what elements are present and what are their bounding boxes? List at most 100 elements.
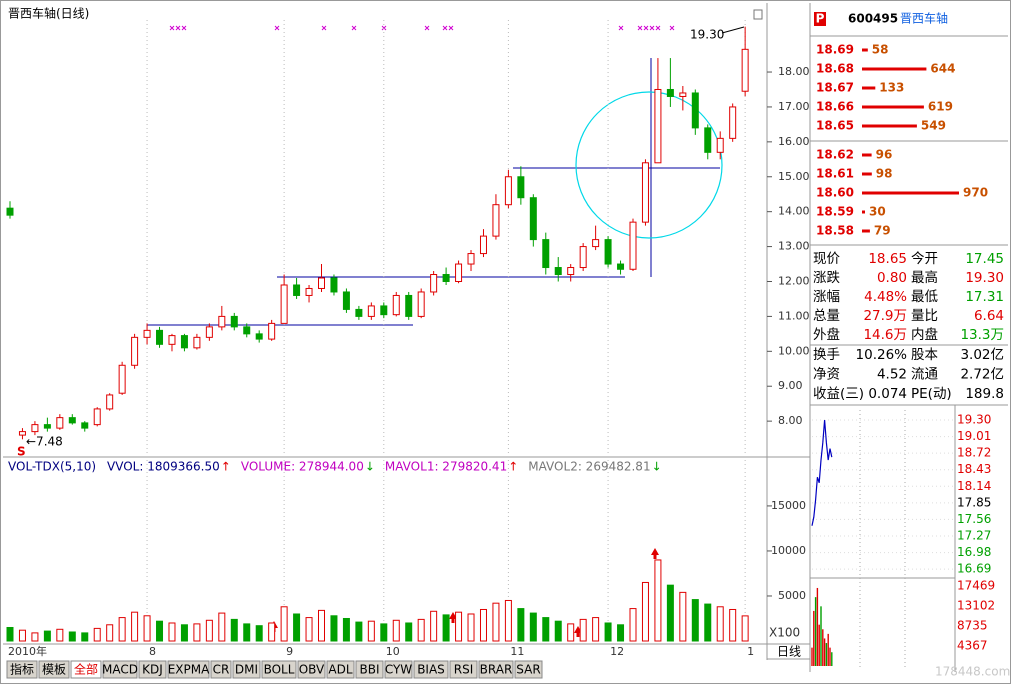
book-price: 18.65 (816, 119, 854, 133)
volume-bar (604, 622, 612, 642)
tab[interactable]: EXPMA (168, 663, 210, 677)
candle-body (131, 336, 139, 366)
quote-label: 量比 (911, 308, 938, 324)
intraday-vol-label: 17469 (957, 578, 995, 592)
x-mark (424, 25, 430, 31)
tab[interactable]: CYW (385, 663, 412, 677)
tab-bg[interactable] (261, 660, 297, 679)
intraday-tick-label: 16.69 (957, 562, 991, 576)
tab-bg[interactable] (232, 660, 261, 679)
tab[interactable]: ADL (328, 663, 352, 677)
tab[interactable]: 模板 (42, 663, 66, 677)
tab[interactable]: BRAR (480, 663, 513, 677)
volume-bar (517, 608, 525, 642)
x-mark (274, 25, 280, 31)
candle-body (654, 88, 662, 164)
tab[interactable]: 全部 (74, 662, 98, 677)
volume-bar (629, 608, 637, 642)
tab[interactable]: MACD (102, 663, 138, 677)
y-tick-label: 10.00 (778, 344, 810, 357)
tab-bg[interactable] (413, 660, 449, 679)
badge-bg (814, 12, 826, 26)
tab-bg[interactable] (384, 660, 413, 679)
book-price: 18.60 (816, 186, 854, 200)
tab-bg[interactable] (355, 660, 384, 679)
tab-bg[interactable] (102, 660, 138, 679)
tab[interactable]: KDJ (142, 663, 163, 677)
tab[interactable]: OBV (299, 663, 325, 677)
tab-bg[interactable] (167, 660, 210, 679)
tab-bg[interactable] (138, 660, 167, 679)
quote-value: 4.48% (864, 289, 907, 305)
tab-bg[interactable] (514, 660, 543, 679)
tab-bg[interactable] (210, 660, 232, 679)
book-volume: 644 (930, 62, 955, 76)
book-price: 18.58 (816, 224, 854, 238)
candle-body (218, 315, 226, 328)
volume-bar (218, 612, 226, 642)
book-price: 18.68 (816, 62, 854, 76)
x-mark (637, 25, 643, 31)
volume-bar (255, 625, 263, 642)
y-tick-label: 12.00 (778, 274, 810, 287)
book-volume: 79 (874, 224, 891, 238)
quote-label: 收益(三) (813, 386, 864, 402)
tab[interactable]: DMI (235, 663, 258, 677)
y-tick-label: 9.00 (778, 379, 803, 392)
volume-bar (243, 623, 251, 642)
intraday-vol-label: 8735 (957, 618, 988, 632)
x-mark (649, 25, 655, 31)
volume-header: VOL-TDX(5,10) (8, 460, 96, 474)
x-mark (448, 25, 454, 31)
x-tick-label: 9 (286, 645, 293, 658)
tab-bg[interactable] (6, 660, 38, 679)
candle-body (617, 263, 625, 270)
volume-bar (492, 602, 500, 642)
volume-bar (31, 632, 39, 642)
quote-value: 13.3万 (960, 327, 1004, 343)
volume-header: VVOL: 1809366.50 (107, 460, 220, 474)
intraday-tick-label: 18.43 (957, 462, 991, 476)
intraday-vol-bar (829, 647, 831, 666)
volume-bar (479, 608, 487, 642)
volume-bar (554, 620, 562, 642)
quote-label: 流通 (911, 367, 939, 383)
tab[interactable]: 指标 (10, 662, 34, 677)
intraday-vol-label: 13102 (957, 598, 995, 612)
tab[interactable]: SAR (516, 663, 540, 677)
high-label: 19.30 (690, 28, 724, 42)
candle-body (592, 239, 600, 248)
volume-bar (592, 617, 600, 642)
tab-bg[interactable] (297, 660, 326, 679)
book-price: 18.62 (816, 148, 854, 162)
stock-name: 晋西车轴 (900, 11, 948, 26)
watermark: 178448.com (935, 665, 1010, 679)
tab-bg[interactable] (478, 660, 514, 679)
volume-bar (6, 626, 14, 642)
candle-body (604, 239, 612, 265)
tab-bg[interactable] (449, 660, 478, 679)
volume-bar (342, 617, 350, 642)
volume-bar (679, 591, 687, 642)
tab[interactable]: CR (213, 663, 230, 677)
volume-bar (417, 618, 425, 642)
intraday-vol-bar (816, 587, 819, 666)
candle-body (280, 284, 288, 324)
tab[interactable]: BOLL (264, 663, 295, 677)
candle-body (230, 315, 238, 328)
quote-value: 3.02亿 (960, 347, 1004, 363)
candle-body (106, 394, 114, 410)
window-icon[interactable] (753, 9, 763, 20)
tab-bg[interactable] (38, 660, 70, 679)
tab-bg[interactable] (326, 660, 355, 679)
tab[interactable]: RSI (454, 663, 474, 677)
intraday-vol-bar (827, 633, 829, 666)
tab-bg[interactable] (70, 660, 102, 679)
volume-bar (205, 619, 213, 642)
tab[interactable]: BBI (359, 663, 379, 677)
tab[interactable]: BIAS (417, 663, 445, 677)
x-mark (181, 25, 187, 31)
quote-label: 今开 (911, 251, 938, 267)
